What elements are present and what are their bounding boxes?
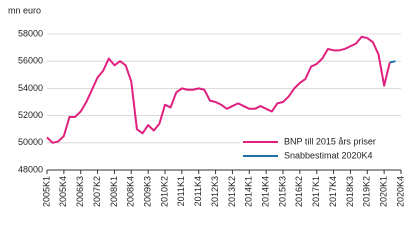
line-series (389, 60, 396, 64)
chart: mn euro 48000 50000 52000 54000 56000 58000 20… (8, 5, 410, 208)
y-tick-label: 50000 (18, 137, 43, 147)
x-tick-label: 2011K4 (193, 176, 203, 206)
x-tick-label: 2019K2 (362, 176, 372, 207)
x-tick-label: 2017K1 (311, 176, 321, 207)
y-tick-label: 54000 (18, 83, 43, 93)
x-tick-label: 2017K4 (328, 176, 338, 207)
legend-label: Snabbestimat 2020K4 (284, 150, 373, 160)
x-tick-label: 2009K3 (143, 176, 153, 207)
legend-background (240, 150, 410, 162)
x-tick-label: 2005K1 (41, 176, 51, 207)
legend-label: BNP till 2015 års priser (284, 136, 376, 146)
y-axis-label: mn euro (8, 5, 41, 15)
y-tick-label: 58000 (18, 28, 43, 38)
x-tick-label: 2011K1 (176, 176, 186, 206)
x-tick-label: 2015K3 (277, 176, 287, 207)
x-tick-label: 2016K2 (294, 176, 304, 207)
x-tick-label: 2005K4 (58, 176, 68, 207)
x-tick-label: 2014K4 (261, 176, 271, 207)
y-tick-label: 56000 (18, 56, 43, 66)
line-series (46, 35, 391, 144)
y-tick-label: 48000 (18, 164, 43, 174)
x-tick-label: 2020K4 (395, 176, 405, 207)
legend-background (240, 136, 410, 148)
x-tick-label: 2013K2 (227, 176, 237, 207)
x-tick-label: 2010K2 (159, 176, 169, 207)
legend: BNP till 2015 års priser Snabbestimat 202… (240, 136, 410, 162)
x-tick-label: 2008K1 (109, 176, 119, 207)
x-tick-label: 2006K3 (75, 176, 85, 207)
x-tick-label: 2007K2 (92, 176, 102, 207)
x-tick-label: 2008K4 (126, 176, 136, 207)
x-tick-label: 2012K3 (210, 176, 220, 207)
x-tick-label: 2018K3 (345, 176, 355, 207)
x-tick-label: 2014K1 (244, 176, 254, 207)
y-tick-label: 52000 (18, 110, 43, 120)
x-tick-label: 2020K1 (379, 176, 389, 207)
